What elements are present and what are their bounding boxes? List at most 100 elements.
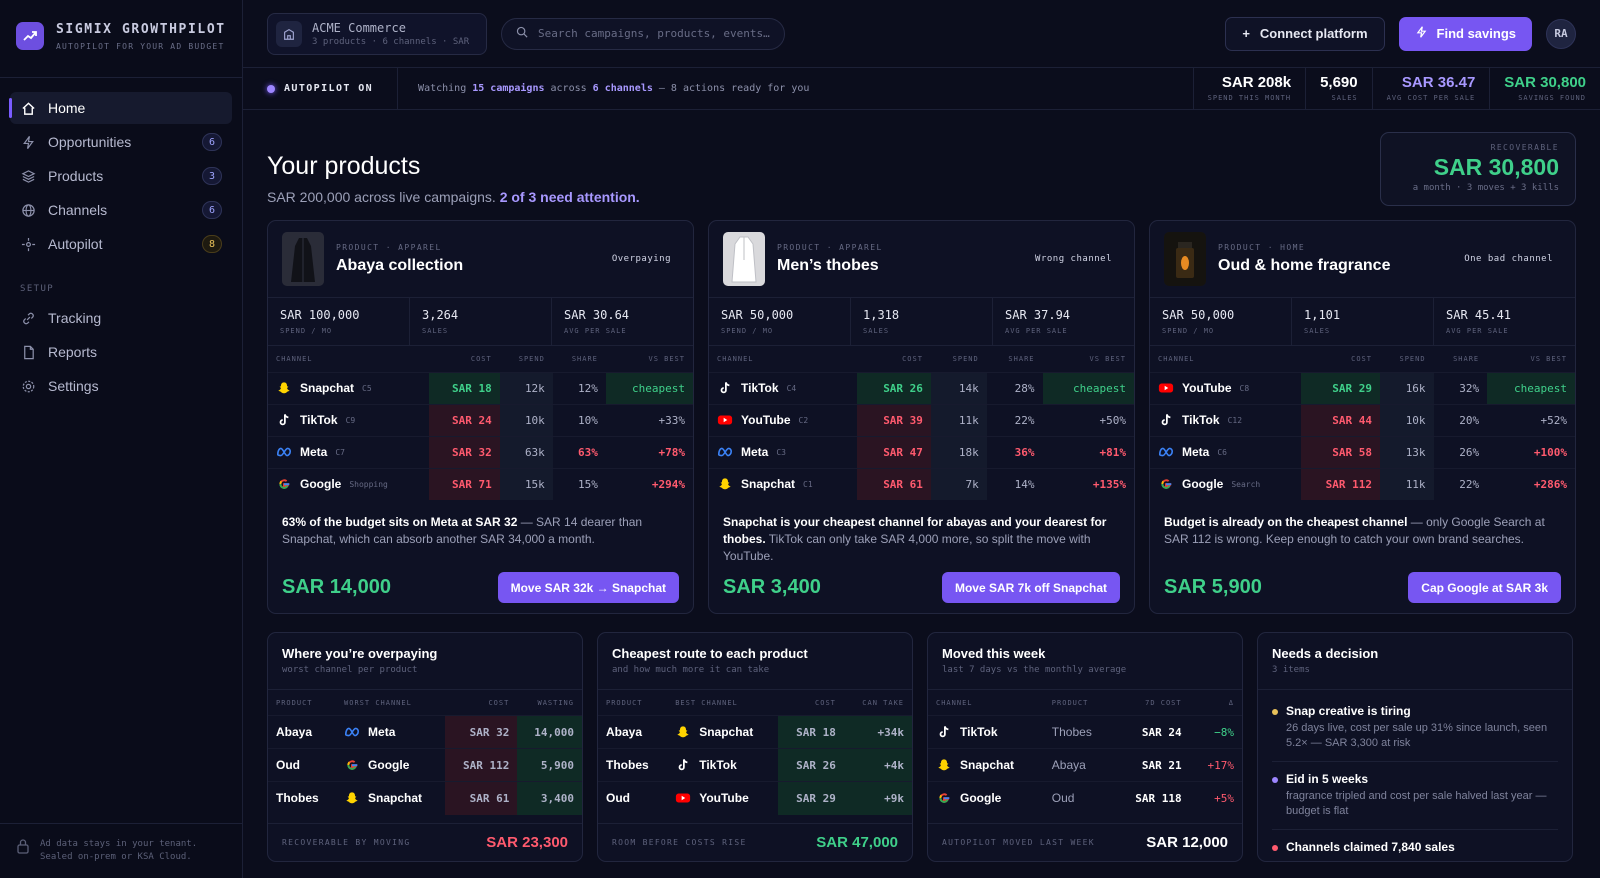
stat-cell: SAR 45.41 AVG PER SALE bbox=[1434, 298, 1575, 345]
nav-item-products[interactable]: Products 3 bbox=[10, 160, 232, 192]
main-content: ACME Commerce 3 products · 6 channels · … bbox=[243, 0, 1600, 878]
table-row[interactable]: Snapchat C1 SAR 61 7k 14% +135% bbox=[709, 467, 1134, 500]
wasting-cell: 3,400 bbox=[517, 781, 582, 815]
nav-item-opportunities[interactable]: Opportunities 6 bbox=[10, 126, 232, 158]
table-row[interactable]: TikTok Thobes SAR 24 −8% bbox=[928, 715, 1242, 749]
table-row[interactable]: YouTube C2 SAR 39 11k 22% +50% bbox=[709, 403, 1134, 436]
nav-item-channels[interactable]: Channels 6 bbox=[10, 194, 232, 226]
google-icon bbox=[276, 477, 292, 491]
count-badge: 3 bbox=[202, 167, 222, 185]
column-header: COST bbox=[470, 354, 492, 363]
panel-sub: 3 items bbox=[1272, 665, 1310, 675]
nav-item-reports[interactable]: Reports bbox=[10, 336, 232, 368]
channel-name: TikTok bbox=[960, 725, 998, 739]
vs-best-cell: cheapest bbox=[1487, 371, 1575, 404]
priority-dot-icon bbox=[1272, 709, 1278, 715]
decision-title: Channels claimed 7,840 sales bbox=[1286, 840, 1455, 854]
stat-cell: SAR 37.94 AVG PER SALE bbox=[993, 298, 1134, 345]
table-row[interactable]: Meta C6 SAR 58 13k 26% +100% bbox=[1150, 435, 1575, 468]
decision-content: Eid in 5 weeks fragrance tripled and cost… bbox=[1286, 772, 1558, 819]
decision-item[interactable]: Snap creative is tiring 26 days live, cos… bbox=[1272, 704, 1558, 762]
column-header: SPEND bbox=[952, 354, 979, 363]
wasting-cell: 14,000 bbox=[517, 715, 582, 749]
spend-cell: 16k bbox=[1379, 371, 1434, 404]
panel-title: Cheapest route to each product bbox=[612, 646, 808, 661]
count-badge: 6 bbox=[202, 201, 222, 219]
connect-platform-button[interactable]: + Connect platform bbox=[1225, 16, 1385, 51]
channel-name: Snapchat bbox=[960, 758, 1015, 772]
find-savings-button[interactable]: Find savings bbox=[1398, 16, 1532, 51]
campaign-code: C6 bbox=[1217, 447, 1227, 457]
avatar[interactable]: RA bbox=[1546, 18, 1576, 49]
table-row[interactable]: Google Search SAR 112 11k 22% +286% bbox=[1150, 467, 1575, 500]
table-row[interactable]: Meta C7 SAR 32 63k 63% +78% bbox=[268, 435, 693, 468]
nav-item-autopilot[interactable]: Autopilot 8 bbox=[10, 228, 232, 260]
panel-title: Needs a decision bbox=[1272, 646, 1379, 661]
channel-name: TikTok bbox=[741, 381, 779, 395]
tiktok-icon bbox=[1158, 413, 1174, 427]
table-row[interactable]: YouTube C8 SAR 29 16k 32% cheapest bbox=[1150, 371, 1575, 404]
table-row[interactable]: TikTok C12 SAR 44 10k 20% +52% bbox=[1150, 403, 1575, 436]
table-row[interactable]: Meta C3 SAR 47 18k 36% +81% bbox=[709, 435, 1134, 468]
column-header: SHARE bbox=[1453, 354, 1480, 363]
table-row[interactable]: Snapchat C5 SAR 18 12k 12% cheapest bbox=[268, 371, 693, 404]
table-row[interactable]: TikTok C4 SAR 26 14k 28% cheapest bbox=[709, 371, 1134, 404]
nav-item-settings[interactable]: Settings bbox=[10, 370, 232, 402]
google-icon bbox=[1158, 477, 1174, 491]
channel-cell: Google Search bbox=[1150, 467, 1301, 500]
kpi-value: SAR 208k bbox=[1221, 73, 1292, 91]
search-icon bbox=[516, 25, 528, 43]
saving-amount: SAR 14,000 bbox=[282, 576, 391, 598]
search-input[interactable] bbox=[538, 27, 770, 40]
table-row[interactable]: Oud YouTube SAR 29 +9k bbox=[598, 781, 912, 815]
panel-title: Moved this week bbox=[942, 646, 1046, 661]
workspace-switcher[interactable]: ACME Commerce 3 products · 6 channels · … bbox=[267, 12, 487, 55]
nav-label: Settings bbox=[48, 378, 99, 394]
nav-item-tracking[interactable]: Tracking bbox=[10, 302, 232, 334]
status-dot-icon bbox=[267, 84, 275, 93]
card-footer: SAR 14,000 Move SAR 32k → Snapchat bbox=[268, 572, 693, 603]
table-row[interactable]: Abaya Meta SAR 32 14,000 bbox=[268, 715, 582, 749]
brand-tagline: AUTOPILOT FOR YOUR AD BUDGET bbox=[56, 42, 225, 51]
table-row[interactable]: Abaya Snapchat SAR 18 +34k bbox=[598, 715, 912, 749]
table-row[interactable]: Google Oud SAR 118 +5% bbox=[928, 781, 1242, 815]
topbar: ACME Commerce 3 products · 6 channels · … bbox=[243, 0, 1600, 68]
product-cell: Abaya bbox=[598, 715, 668, 749]
apply-action-button[interactable]: Cap Google at SAR 3k bbox=[1408, 572, 1561, 603]
decision-item[interactable]: Eid in 5 weeks fragrance tripled and cost… bbox=[1272, 772, 1558, 830]
watch-text: — 8 actions ready for you bbox=[652, 83, 810, 94]
delta-cell: −8% bbox=[1189, 715, 1242, 749]
table-row[interactable]: Google Shopping SAR 71 15k 15% +294% bbox=[268, 467, 693, 500]
table-row[interactable]: Oud Google SAR 112 5,900 bbox=[268, 748, 582, 782]
channel-name: Meta bbox=[741, 445, 769, 459]
watch-summary: Watching 15 campaigns across 6 channels … bbox=[398, 83, 1193, 94]
apply-action-button[interactable]: Move SAR 32k → Snapchat bbox=[497, 572, 679, 603]
insight-lead: 63% of the budget sits on Meta at SAR 32 bbox=[282, 515, 518, 529]
apply-action-button[interactable]: Move SAR 7k off Snapchat bbox=[941, 572, 1120, 603]
stat-value: SAR 30.64 bbox=[564, 308, 630, 322]
campaign-code: C9 bbox=[345, 415, 356, 425]
column-header: COST bbox=[1351, 354, 1372, 363]
main-nav: Home Opportunities 6 Products 3 Channels… bbox=[0, 78, 242, 402]
status-badge: Wrong channel bbox=[1035, 254, 1112, 264]
table-row[interactable]: TikTok C9 SAR 24 10k 10% +33% bbox=[268, 403, 693, 436]
meta-icon bbox=[717, 446, 733, 458]
stat-value: 3,264 bbox=[422, 308, 459, 322]
column-header: PRODUCT bbox=[268, 689, 337, 716]
decision-content: Snap creative is tiring 26 days live, cos… bbox=[1286, 704, 1558, 751]
cost-cell: SAR 44 bbox=[1300, 403, 1380, 436]
column-header: VS BEST bbox=[1530, 354, 1567, 363]
channel-name: Meta bbox=[1182, 445, 1210, 459]
savings-label: Find savings bbox=[1436, 26, 1516, 41]
cost-cell: SAR 118 bbox=[1112, 781, 1190, 815]
subtitle-text: SAR 200,000 across live campaigns. bbox=[267, 189, 500, 205]
stat-value: SAR 50,000 bbox=[1162, 308, 1235, 322]
table-row[interactable]: Thobes Snapchat SAR 61 3,400 bbox=[268, 781, 582, 815]
attention-link[interactable]: 2 of 3 need attention. bbox=[499, 189, 640, 205]
table-row[interactable]: Snapchat Abaya SAR 21 +17% bbox=[928, 748, 1242, 782]
share-cell: 10% bbox=[552, 403, 606, 436]
decision-item[interactable]: Channels claimed 7,840 sales bbox=[1272, 840, 1558, 861]
nav-item-home[interactable]: Home bbox=[9, 92, 232, 124]
table-row[interactable]: Thobes TikTok SAR 26 +4k bbox=[598, 748, 912, 782]
share-cell: 26% bbox=[1433, 435, 1488, 468]
